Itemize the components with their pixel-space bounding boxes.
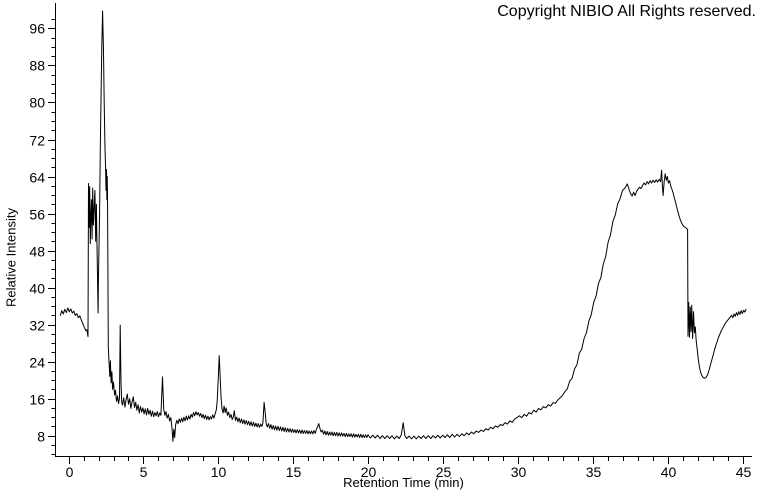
y-tick-label: 64: [29, 170, 45, 186]
y-tick-label: 72: [29, 133, 45, 149]
x-tick-label: 45: [736, 464, 752, 480]
x-tick-label: 20: [361, 464, 377, 480]
y-tick-label: 32: [29, 318, 45, 334]
y-tick-label: 56: [29, 207, 45, 223]
y-tick-label: 40: [29, 281, 45, 297]
y-tick-label: 8: [37, 429, 45, 445]
x-axis-title: Retention Time (min): [343, 475, 464, 490]
y-tick-label: 80: [29, 95, 45, 111]
x-tick-label: 5: [140, 464, 148, 480]
x-tick-label: 10: [211, 464, 227, 480]
y-tick-label: 16: [29, 392, 45, 408]
x-tick-label: 40: [661, 464, 677, 480]
y-tick-label: 96: [29, 21, 45, 37]
x-tick-label: 15: [286, 464, 302, 480]
y-axis-title: Relative Intensity: [3, 208, 19, 308]
y-tick-label: 24: [29, 355, 45, 371]
x-tick-label: 30: [511, 464, 527, 480]
x-tick-label: 35: [586, 464, 602, 480]
x-tick-label: 0: [66, 464, 74, 480]
trace-polyline: [59, 10, 747, 442]
copyright-text: Copyright NIBIO All Rights reserved.: [497, 3, 756, 20]
y-tick-label: 48: [29, 244, 45, 260]
x-tick-label: 25: [436, 464, 452, 480]
y-tick-label: 88: [29, 58, 45, 74]
